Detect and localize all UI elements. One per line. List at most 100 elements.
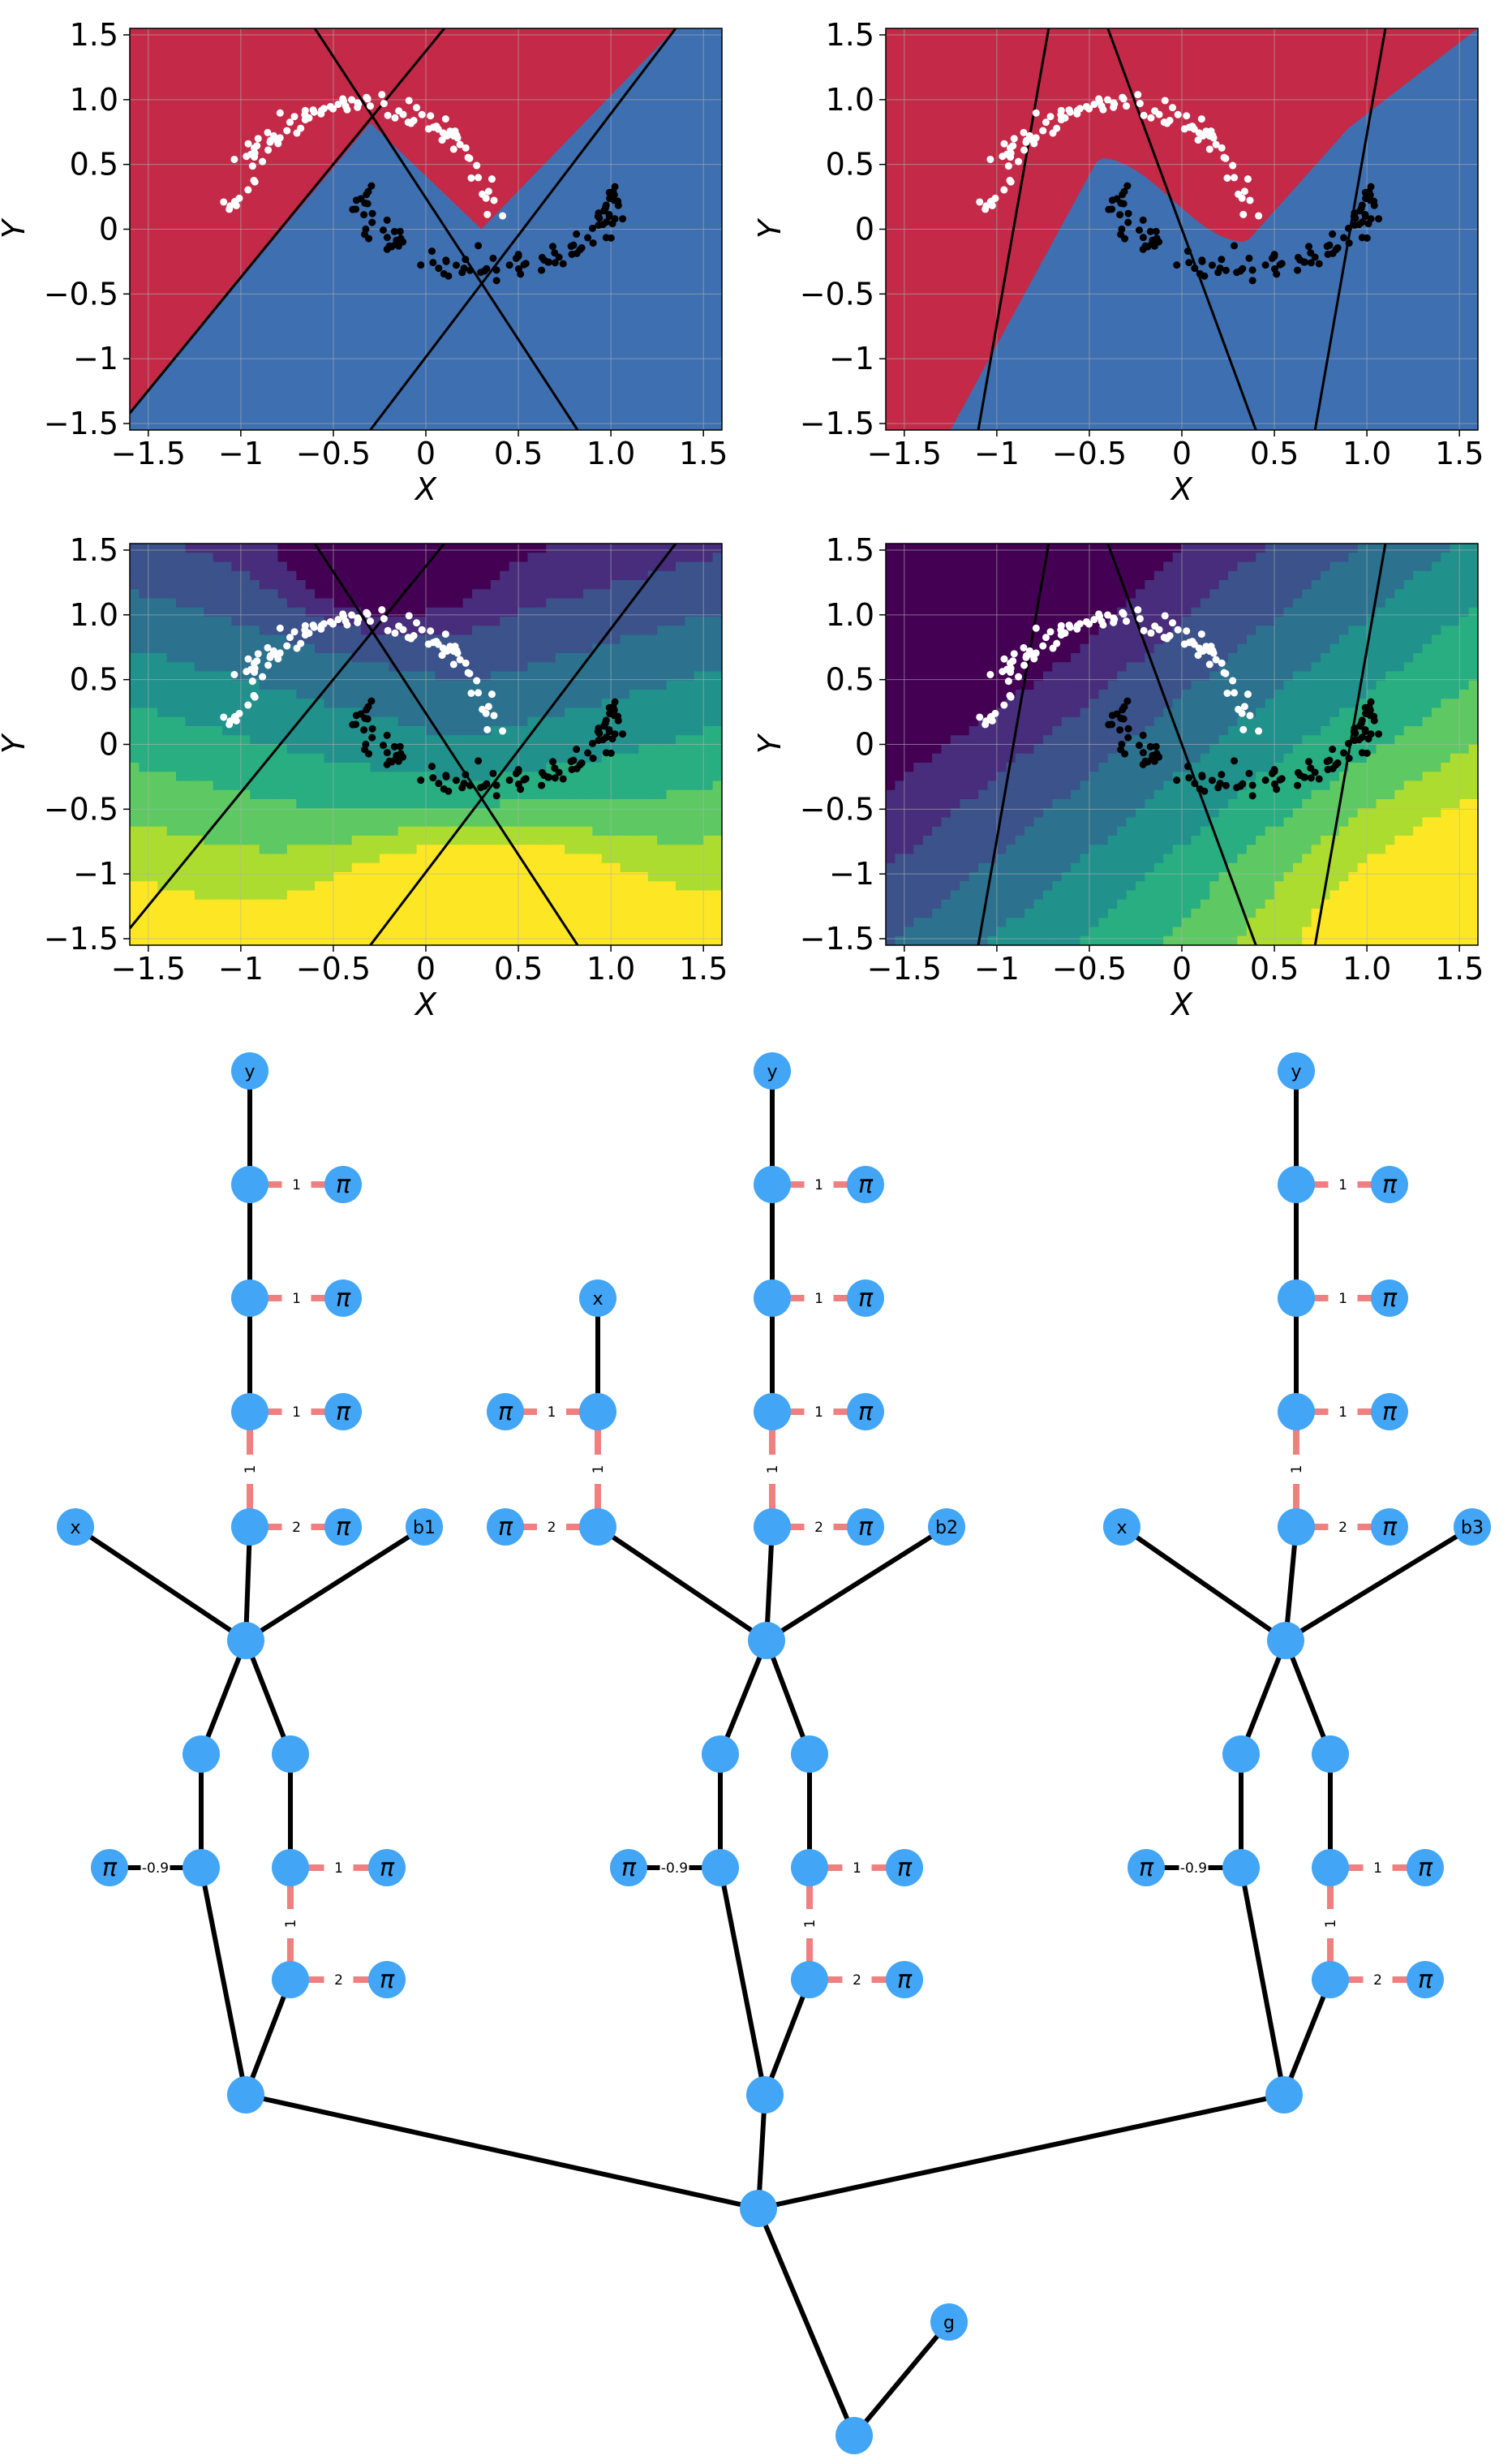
data-point-class-b: [462, 771, 470, 779]
data-point-class-b: [1357, 720, 1365, 728]
data-point-class-a: [976, 713, 984, 721]
node-label: π: [380, 1966, 395, 1994]
x-tick-label: 1.0: [1342, 436, 1391, 471]
y-axis-label: Y: [0, 217, 32, 239]
data-point-class-b: [619, 730, 627, 738]
data-point-class-a: [1239, 725, 1248, 733]
data-point-class-b: [1366, 712, 1374, 720]
data-point-class-a: [230, 155, 238, 163]
x-tick-label: 0: [416, 951, 436, 987]
node-b1: [406, 1508, 443, 1546]
data-point-class-b: [477, 269, 485, 277]
data-point-class-b: [1139, 216, 1147, 224]
data-point-class-b: [475, 757, 483, 765]
data-point-class-b: [1248, 781, 1256, 789]
hyperplane-line: [977, 28, 1050, 430]
node: [1278, 1279, 1315, 1317]
data-point-class-b: [601, 204, 609, 213]
data-point-class-a: [329, 620, 337, 628]
data-point-class-a: [244, 140, 252, 148]
edge: [199, 1867, 248, 2096]
node: [272, 1735, 309, 1773]
data-point-class-b: [538, 266, 546, 274]
data-point-class-b: [551, 259, 559, 267]
data-point-class-b: [573, 746, 581, 754]
node: [791, 1961, 828, 1998]
data-point-class-a: [276, 109, 284, 117]
data-point-class-a: [309, 621, 317, 630]
data-point-class-b: [364, 703, 372, 711]
data-point-class-a: [413, 104, 421, 112]
data-point-class-b: [520, 776, 528, 784]
node-label: π: [498, 1513, 513, 1542]
y-tick-label: −1: [73, 341, 118, 376]
data-point-class-b: [589, 755, 597, 763]
x-tick-label: 0.5: [1250, 436, 1299, 471]
data-point-class-b: [390, 227, 398, 235]
data-point-class-b: [427, 763, 436, 771]
data-point-class-a: [462, 144, 470, 152]
node: [231, 1393, 268, 1430]
x-tick-label: −1: [974, 436, 1020, 471]
data-point-class-a: [1222, 154, 1230, 162]
data-point-class-a: [1134, 91, 1142, 99]
data-point-class-a: [1136, 615, 1144, 623]
data-point-class-b: [1198, 256, 1206, 264]
data-point-class-a: [449, 145, 457, 153]
data-point-class-b: [1139, 234, 1147, 242]
data-point-class-b: [367, 182, 376, 190]
data-point-class-a: [1147, 629, 1155, 637]
data-point-class-a: [341, 102, 350, 110]
data-point-class-b: [1301, 258, 1309, 266]
data-point-class-a: [1174, 110, 1182, 118]
data-point-class-a: [384, 111, 392, 119]
data-point-class-a: [264, 146, 273, 154]
y-tick-label: −1.5: [44, 921, 118, 957]
hyperplane-line: [130, 28, 445, 415]
y-tick-label: 1.5: [70, 532, 118, 568]
data-point-class-b: [1123, 697, 1132, 705]
data-point-class-a: [499, 727, 507, 735]
data-point-class-b: [368, 725, 376, 733]
data-point-class-b: [545, 258, 553, 266]
data-point-class-a: [1025, 131, 1033, 140]
data-point-class-b: [1124, 733, 1132, 742]
y-tick-label: 0.5: [826, 147, 874, 183]
data-point-class-a: [482, 709, 490, 717]
data-point-class-b: [1345, 755, 1353, 763]
data-point-class-a: [1010, 135, 1018, 143]
plot-area: [130, 544, 722, 945]
data-point-class-a: [1004, 677, 1012, 686]
y-tick-label: −1.5: [44, 406, 118, 441]
data-point-class-b: [1198, 772, 1206, 780]
edge-weight-label: 1: [292, 1291, 301, 1307]
data-point-class-b: [460, 264, 468, 273]
data-point-class-a: [1197, 630, 1205, 639]
data-point-class-b: [388, 758, 396, 766]
x-axis-label: X: [414, 987, 437, 1022]
data-point-class-a: [1218, 144, 1226, 152]
data-point-class-b: [367, 697, 376, 705]
data-point-class-b: [1139, 749, 1147, 757]
data-point-class-b: [1152, 742, 1160, 750]
node-label: π: [858, 1398, 874, 1426]
data-point-class-a: [1169, 619, 1177, 627]
data-point-class-b: [1116, 211, 1124, 219]
x-tick-label: −1.5: [867, 436, 942, 471]
data-point-class-a: [1222, 669, 1230, 677]
data-point-class-b: [1351, 209, 1359, 217]
data-point-class-b: [514, 264, 522, 273]
data-point-class-b: [365, 234, 373, 243]
edge-weight-label: -0.9: [661, 1860, 688, 1877]
edge: [1283, 1639, 1333, 1756]
edge-weight-label: 1: [814, 1291, 823, 1307]
node-label: π: [897, 1966, 913, 1994]
edge: [1239, 1639, 1288, 1756]
edge-weight-label: 2: [814, 1520, 823, 1536]
data-point-class-b: [1351, 737, 1359, 745]
node-x: [1103, 1508, 1140, 1546]
decision-boundary-plot-2: −1.5 −1 −0.5 0 0.5 1.0 1.5 1.5 1.0 0.5 0 −0.5 −1 −1.5…: [756, 17, 1484, 507]
data-point-class-b: [548, 243, 556, 251]
node-label: π: [498, 1398, 513, 1426]
data-point-class-b: [1183, 247, 1192, 256]
